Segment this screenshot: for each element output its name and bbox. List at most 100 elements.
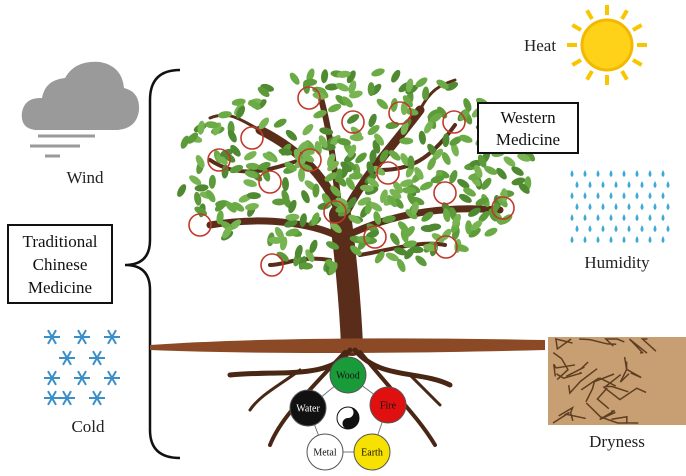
humidity-label: Humidity (584, 253, 650, 272)
dryness-icon (548, 337, 686, 425)
rain-drop (667, 203, 670, 210)
rain-drop (662, 192, 665, 199)
sun-ray (633, 25, 642, 30)
leaf (299, 189, 311, 205)
rain-drop (597, 214, 600, 221)
element-label: Metal (313, 448, 337, 459)
rain-drop (615, 225, 618, 232)
rain-drop (615, 181, 618, 188)
rain-drop (636, 236, 639, 243)
rain-drop (589, 181, 592, 188)
leaf (375, 97, 390, 112)
rain-drop (628, 181, 631, 188)
leaf (388, 231, 402, 247)
rain-drop (623, 236, 626, 243)
snowflake (74, 371, 90, 385)
leaf (272, 117, 288, 130)
snowflake (44, 391, 60, 405)
sun-ray (572, 25, 581, 30)
leaf (301, 122, 316, 137)
rain-drop (597, 236, 600, 243)
rain-drop (602, 181, 605, 188)
sun-ray (587, 71, 592, 80)
leaf (327, 102, 343, 114)
leaf (243, 149, 259, 162)
element-label: Earth (361, 448, 383, 459)
heat-label: Heat (524, 36, 556, 55)
rain-drop (597, 170, 600, 177)
leaf (399, 137, 413, 144)
leaf (194, 154, 207, 170)
rain-drop (571, 192, 574, 199)
rain-drop (589, 203, 592, 210)
highlight-ring (434, 182, 456, 204)
rain-drop (571, 170, 574, 177)
rain-drop (610, 170, 613, 177)
rain-drop (610, 214, 613, 221)
element-label: Fire (380, 401, 397, 412)
dryness-label: Dryness (589, 432, 645, 451)
rain-drop (602, 225, 605, 232)
rain-drop (628, 203, 631, 210)
leaf (282, 177, 289, 191)
rain-drop (636, 170, 639, 177)
tcm-label: Medicine (28, 278, 92, 297)
snowflake (89, 351, 105, 365)
leaf (288, 71, 302, 86)
rain-drop (628, 225, 631, 232)
rain-drop (597, 192, 600, 199)
rain-drop (571, 214, 574, 221)
snowflake (104, 330, 120, 344)
rain-drop (636, 214, 639, 221)
rain-drop (623, 214, 626, 221)
snowflake (89, 391, 105, 405)
sun-ray (572, 60, 581, 65)
leaf (353, 151, 368, 165)
rain-drop (636, 192, 639, 199)
rain-drop (623, 170, 626, 177)
western-label: Medicine (496, 130, 560, 149)
leaf (368, 82, 375, 96)
leaf (345, 112, 361, 126)
leaf (244, 202, 259, 211)
rain-drop (615, 203, 618, 210)
rain-drop (584, 236, 587, 243)
sun-ray (622, 10, 627, 19)
rain-drop (654, 181, 657, 188)
wind-label: Wind (66, 168, 104, 187)
yin-yang (337, 407, 359, 429)
leaf (320, 69, 329, 84)
leaf (370, 67, 386, 78)
sun-icon (567, 5, 647, 85)
rain-drop (649, 236, 652, 243)
rain-drop (662, 214, 665, 221)
leaf (390, 98, 399, 113)
rain-drop (584, 214, 587, 221)
element-label: Water (296, 404, 320, 415)
rain-drop (623, 192, 626, 199)
wind-icon (22, 62, 139, 156)
tcm-label: Traditional (23, 232, 98, 251)
element-label: Wood (336, 371, 360, 382)
tcm-label: Chinese (33, 255, 88, 274)
rain-drop (662, 236, 665, 243)
rain-drop (576, 181, 579, 188)
cold-icon (44, 330, 120, 405)
rain-drop (610, 192, 613, 199)
western-label: Western (500, 108, 556, 127)
brace (125, 70, 180, 458)
rain-drop (584, 192, 587, 199)
snowflake (59, 391, 75, 405)
sun-ray (587, 10, 592, 19)
humidity-icon (571, 170, 670, 243)
leaf (458, 133, 474, 144)
rain-drop (602, 203, 605, 210)
rain-drop (649, 192, 652, 199)
leaf (197, 120, 206, 135)
highlight-ring (241, 127, 263, 149)
rain-drop (654, 203, 657, 210)
snowflake (74, 330, 90, 344)
snowflake (44, 330, 60, 344)
rain-drop (589, 225, 592, 232)
rain-drop (576, 225, 579, 232)
